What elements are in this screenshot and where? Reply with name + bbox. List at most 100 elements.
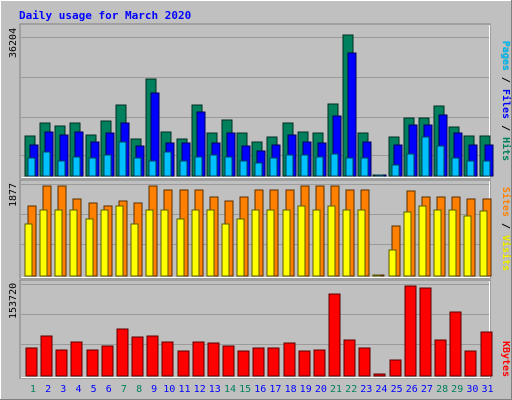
x-label-day-19: 19 <box>300 384 312 395</box>
bar-visits-day-17 <box>266 209 275 277</box>
bar-kbytes-day-18 <box>283 342 296 377</box>
bar-kbytes-day-28 <box>434 339 447 377</box>
legend-separator-1: / <box>500 71 511 89</box>
bar-visits-day-30 <box>463 215 472 277</box>
bar-visits-day-22 <box>342 209 351 277</box>
bar-kbytes-day-10 <box>161 341 174 377</box>
bar-kbytes-day-30 <box>464 350 477 377</box>
bar-visits-day-8 <box>130 223 139 277</box>
x-label-day-26: 26 <box>406 384 418 395</box>
bar-pages-day-3 <box>57 160 66 177</box>
bar-pages-day-12 <box>194 156 203 177</box>
x-label-day-10: 10 <box>163 384 175 395</box>
x-label-day-5: 5 <box>91 384 97 395</box>
legend-files: Files <box>500 89 512 119</box>
legend-visits: Visits <box>500 235 512 271</box>
bar-kbytes-day-26 <box>404 285 417 377</box>
bar-visits-day-10 <box>160 209 169 277</box>
bar-pages-day-1 <box>27 157 36 177</box>
x-label-day-11: 11 <box>178 384 190 395</box>
bar-visits-day-20 <box>312 209 321 277</box>
legend-separator-2: / <box>500 119 511 137</box>
panel-hits-files-pages: 36204 <box>8 23 494 179</box>
bar-pages-day-5 <box>88 157 97 177</box>
bar-visits-day-4 <box>69 209 78 277</box>
x-label-day-22: 22 <box>345 384 357 395</box>
bar-visits-day-21 <box>327 205 336 277</box>
bar-pages-day-6 <box>103 154 112 177</box>
bar-pages-day-16 <box>254 162 263 177</box>
bar-pages-day-7 <box>118 141 127 177</box>
bar-kbytes-day-16 <box>252 347 265 377</box>
bar-visits-day-29 <box>448 209 457 277</box>
x-label-day-8: 8 <box>136 384 142 395</box>
visits-scale-max-label: 1877 <box>8 183 19 207</box>
bar-visits-day-27 <box>418 205 427 277</box>
bar-pages-day-15 <box>239 160 248 177</box>
x-label-day-23: 23 <box>360 384 372 395</box>
x-label-day-16: 16 <box>254 384 266 395</box>
bar-pages-day-30 <box>466 160 475 177</box>
bar-visits-day-1 <box>24 223 33 277</box>
panel-hits-bars <box>24 34 494 177</box>
bar-pages-day-24 <box>375 174 384 177</box>
bar-pages-day-8 <box>133 157 142 177</box>
chart-title: Daily usage for March 2020 <box>19 9 191 22</box>
bar-kbytes-day-2 <box>40 335 53 377</box>
bar-kbytes-day-27 <box>419 287 432 377</box>
bar-kbytes-day-14 <box>222 345 235 377</box>
bar-kbytes-day-1 <box>25 347 38 377</box>
bar-visits-day-15 <box>236 218 245 277</box>
bar-visits-day-13 <box>206 209 215 277</box>
bar-pages-day-17 <box>269 157 278 177</box>
x-label-day-29: 29 <box>451 384 463 395</box>
x-axis-day-labels: 1 2 3 4 5 6 7 8 9 10 11 12 13 14 15 16 17 18 19 20 21 22 23 24 2… <box>30 384 494 395</box>
legend-hits-files-pages: Pages / Files / Hits <box>500 41 512 161</box>
x-label-day-28: 28 <box>436 384 448 395</box>
bar-kbytes-day-20 <box>313 349 326 377</box>
bar-kbytes-day-6 <box>101 345 114 377</box>
legend-separator-3: / <box>500 217 511 235</box>
bar-kbytes-day-15 <box>237 350 250 377</box>
bar-visits-day-16 <box>251 209 260 277</box>
bar-pages-day-10 <box>163 151 172 177</box>
bar-visits-day-26 <box>403 211 412 277</box>
bar-visits-day-23 <box>357 209 366 277</box>
bar-kbytes-day-25 <box>389 359 402 377</box>
bar-kbytes-day-5 <box>86 349 99 377</box>
bar-kbytes-day-4 <box>70 341 83 377</box>
bar-visits-day-25 <box>388 249 397 277</box>
bar-kbytes-day-29 <box>449 311 462 377</box>
panel-kbytes-bars <box>25 285 493 377</box>
panel-visits-bars <box>24 185 492 277</box>
bar-visits-day-7 <box>115 205 124 277</box>
bar-visits-day-19 <box>297 205 306 277</box>
bar-visits-day-31 <box>479 210 488 277</box>
x-label-day-13: 13 <box>209 384 221 395</box>
x-label-day-30: 30 <box>466 384 478 395</box>
hits-scale-max-label: 36204 <box>8 28 19 58</box>
bar-visits-day-18 <box>282 209 291 277</box>
bar-kbytes-day-24 <box>373 373 386 377</box>
panel-visits-sites: 1877 <box>8 179 492 279</box>
x-label-day-17: 17 <box>269 384 281 395</box>
kbytes-scale-max-label: 153720 <box>8 283 19 319</box>
x-label-day-25: 25 <box>391 384 403 395</box>
bar-kbytes-day-23 <box>358 347 371 377</box>
legend-sites: Sites <box>500 187 512 217</box>
bar-kbytes-day-19 <box>298 350 311 377</box>
bar-pages-day-2 <box>42 151 51 177</box>
bar-kbytes-day-12 <box>192 341 205 377</box>
bar-kbytes-day-21 <box>328 293 341 377</box>
bar-visits-day-2 <box>39 209 48 277</box>
bar-visits-day-5 <box>85 218 94 277</box>
x-label-day-24: 24 <box>375 384 387 395</box>
bar-visits-day-14 <box>221 223 230 277</box>
bar-kbytes-day-13 <box>207 342 220 377</box>
x-label-day-2: 2 <box>45 384 51 395</box>
bar-pages-day-22 <box>345 157 354 177</box>
x-label-day-27: 27 <box>421 384 433 395</box>
x-label-day-1: 1 <box>30 384 36 395</box>
bar-pages-day-27 <box>421 136 430 177</box>
